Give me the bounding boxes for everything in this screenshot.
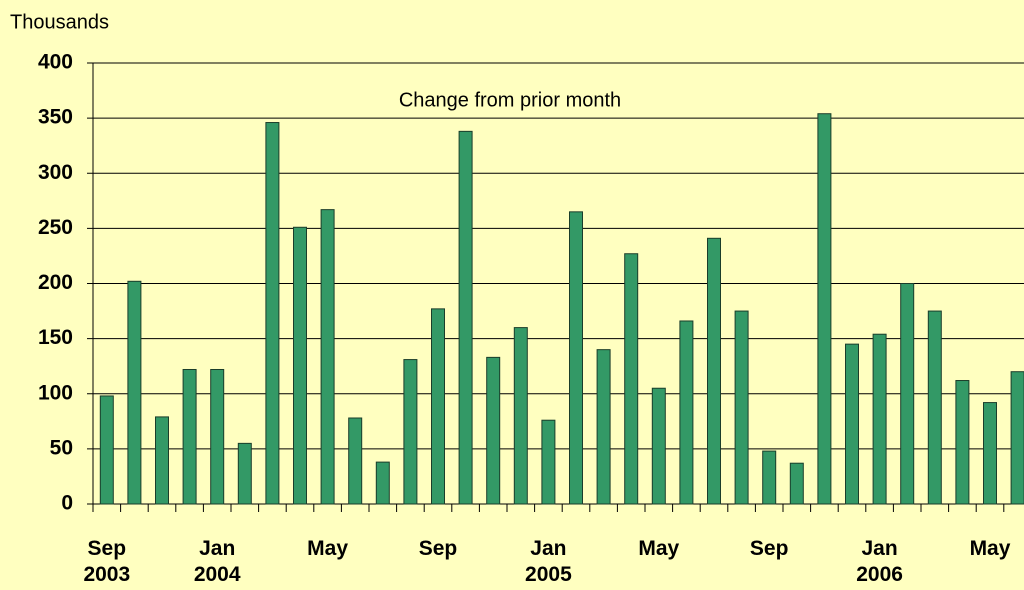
bar xyxy=(458,130,473,505)
y-tick-label: 300 xyxy=(38,161,73,184)
x-tick-label: Jan 2006 xyxy=(856,537,903,586)
annotation: Change from prior month xyxy=(399,89,621,111)
bar xyxy=(789,462,804,505)
bar xyxy=(486,356,501,505)
bar xyxy=(624,253,639,505)
bar xyxy=(99,395,114,505)
bar xyxy=(431,308,445,505)
y-tick-label: 200 xyxy=(38,271,73,294)
y-tick-label: 250 xyxy=(38,216,73,239)
bar xyxy=(375,461,390,505)
bar xyxy=(127,280,142,505)
bar xyxy=(596,349,611,505)
x-tick-label: May xyxy=(969,537,1011,560)
x-tick-label: May xyxy=(307,537,349,560)
x-tick-label: May xyxy=(638,537,680,560)
bar xyxy=(541,419,556,505)
x-tick-label: Jan 2005 xyxy=(525,537,572,586)
bar xyxy=(734,310,749,505)
bar xyxy=(983,402,997,505)
bar xyxy=(155,416,169,505)
y-tick-label: 150 xyxy=(38,326,73,349)
x-tick-label: Sep xyxy=(418,537,458,560)
bar xyxy=(955,380,970,505)
bar xyxy=(927,310,942,505)
bar xyxy=(707,237,721,505)
bar xyxy=(403,359,418,505)
bar xyxy=(210,368,225,505)
bar xyxy=(817,113,832,505)
bar xyxy=(348,417,363,505)
bar xyxy=(569,211,583,505)
bar xyxy=(872,333,887,505)
x-tick-label: Sep xyxy=(749,537,789,560)
bar xyxy=(762,450,777,505)
y-tick-label: 50 xyxy=(50,436,73,459)
y-tick-label: 400 xyxy=(38,51,73,74)
bar xyxy=(679,320,694,505)
bar xyxy=(845,343,859,505)
bar xyxy=(651,387,666,505)
bar xyxy=(293,226,307,505)
x-tick-label: Jan 2004 xyxy=(193,537,241,586)
y-tick-label: 0 xyxy=(61,492,73,515)
bar xyxy=(182,368,197,505)
x-tick-label: Sep 2003 xyxy=(83,537,131,586)
bar xyxy=(237,442,252,505)
y-axis-label: Thousands xyxy=(10,11,109,33)
bar xyxy=(265,122,280,505)
bar xyxy=(513,327,528,505)
bar xyxy=(320,209,335,505)
bar xyxy=(900,283,915,505)
bar xyxy=(1010,371,1024,505)
y-tick-label: 100 xyxy=(38,381,73,404)
y-tick-label: 350 xyxy=(38,106,73,129)
